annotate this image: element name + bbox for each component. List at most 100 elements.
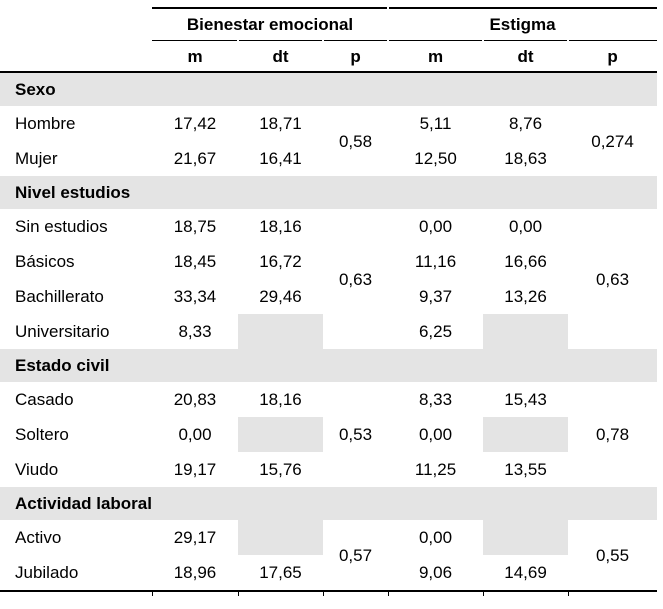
row-label: Básicos [0,244,152,279]
section-header-estado-civil: Estado civil [0,349,658,382]
cell-e-m: 0,00 [388,417,484,452]
cell-e-m: 11,25 [388,452,484,487]
subheader-spacer [0,40,152,73]
table-row: Básicos 18,45 16,72 11,16 16,66 [0,244,657,279]
cell-e-dt: 13,26 [483,279,569,314]
table-row: Viudo 19,17 15,76 11,25 13,55 [0,452,657,487]
cell-e-m: 6,25 [388,314,484,349]
row-label: Viudo [0,452,152,487]
row-label: Casado [0,382,152,417]
empty-shaded-cell [483,520,569,555]
border-tick [483,590,484,596]
section-header-sexo: Sexo [0,72,658,106]
col-header-e-dt: dt [483,40,569,73]
border-gap [237,38,239,41]
cell-b-dt: 16,41 [238,141,323,176]
empty-shaded-cell [238,417,323,452]
cell-e-dt: 0,00 [483,209,569,244]
table-row: Sin estudios 18,75 18,16 0,63 0,00 0,00 … [0,209,658,349]
section-header-nivel-estudios: Nivel estudios [0,176,658,209]
cell-e-m: 5,11 [388,106,484,141]
cell-b-m: 18,96 [152,555,238,592]
header-spacer [0,8,152,41]
cell-e-dt: 8,76 [483,106,569,141]
row-label: Sin estudios [0,209,152,244]
cell-e-m: 11,16 [388,244,484,279]
row-label: Bachillerato [0,279,152,314]
cell-b-dt: 16,72 [238,244,323,279]
cell-b-m: 33,34 [152,279,238,314]
cell-b-m: 18,45 [152,244,238,279]
group-header-row: Bienestar emocional Estigma [0,7,658,41]
col-header-b-m: m [152,40,238,73]
row-label: Activo [0,520,152,555]
cell-e-m: 12,50 [388,141,484,176]
border-gap [567,38,569,41]
cell-e-m: 0,00 [388,209,484,244]
cell-b-dt: 17,65 [238,555,323,592]
cell-b-m: 17,42 [152,106,238,141]
col-header-b-p: p [323,40,389,73]
border-gap [387,38,389,41]
cell-b-dt: 29,46 [238,279,323,314]
table-row: Casado 20,83 18,16 0,53 8,33 15,43 0,78 [0,382,658,487]
cell-b-m: 8,33 [152,314,238,349]
statistics-table: Bienestar emocional Estigma m dt p m dt … [0,7,658,592]
col-header-e-p: p [568,40,658,73]
cell-e-m: 9,06 [388,555,484,592]
cell-e-dt: 13,55 [483,452,569,487]
border-tick [152,590,153,596]
section-header-actividad-laboral: Actividad laboral [0,487,658,520]
cell-b-m: 19,17 [152,452,238,487]
cell-e-p: 0,274 [568,106,658,176]
cell-e-dt: 18,63 [483,141,569,176]
cell-b-dt: 18,16 [238,209,323,244]
col-header-b-dt: dt [238,40,323,73]
section-title: Nivel estudios [0,176,658,209]
cell-e-m: 8,33 [388,382,484,417]
cell-b-p: 0,58 [323,106,389,176]
row-label: Soltero [0,417,152,452]
cell-e-p: 0,63 [568,209,658,349]
cell-e-p: 0,55 [568,520,658,592]
cell-b-p: 0,53 [323,382,389,487]
col-header-e-m: m [388,40,484,73]
section-title: Actividad laboral [0,487,658,520]
border-gap [322,38,324,41]
group-header-bienestar: Bienestar emocional [152,7,389,41]
border-tick [568,590,569,596]
border-tick [388,590,389,596]
section-title: Sexo [0,72,658,106]
table-row: Universitario 8,33 6,25 [0,314,657,349]
cell-e-m: 0,00 [388,520,484,555]
cell-e-p: 0,78 [568,382,658,487]
cell-b-m: 0,00 [152,417,238,452]
table-row: Activo 29,17 0,57 0,00 0,55 [0,520,658,592]
cell-b-m: 21,67 [152,141,238,176]
table-row: Mujer 21,67 16,41 12,50 18,63 [0,141,657,176]
cell-e-dt: 14,69 [483,555,569,592]
empty-shaded-cell [238,314,323,349]
border-gap [387,7,389,9]
cell-b-p: 0,57 [323,520,389,592]
cell-b-p: 0,63 [323,209,389,349]
table-row: Soltero 0,00 0,00 [0,417,657,452]
cell-b-m: 29,17 [152,520,238,555]
border-tick [323,590,324,596]
table-row: Bachillerato 33,34 29,46 9,37 13,26 [0,279,657,314]
row-label: Mujer [0,141,152,176]
section-title: Estado civil [0,349,658,382]
cell-e-m: 9,37 [388,279,484,314]
cell-b-m: 18,75 [152,209,238,244]
table-row: Hombre 17,42 18,71 0,58 5,11 8,76 0,274 [0,106,658,176]
cell-b-dt: 18,71 [238,106,323,141]
empty-shaded-cell [483,417,569,452]
row-label: Universitario [0,314,152,349]
table-row: Jubilado 18,96 17,65 9,06 14,69 [0,555,657,592]
border-tick [238,590,239,596]
cell-e-dt: 15,43 [483,382,569,417]
cell-b-dt: 18,16 [238,382,323,417]
cell-e-dt: 16,66 [483,244,569,279]
empty-shaded-cell [483,314,569,349]
